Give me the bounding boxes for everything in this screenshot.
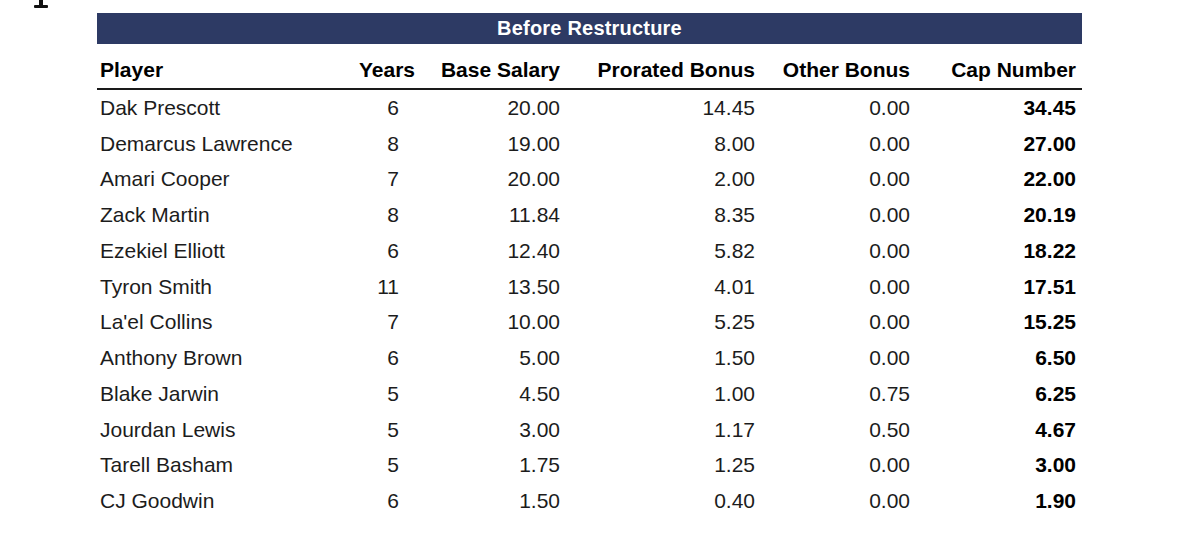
- table-row: CJ Goodwin 6 1.50 0.40 0.00 1.90: [97, 483, 1082, 519]
- cap-number-cell: 4.67: [912, 412, 1082, 448]
- prorated-bonus-cell: 5.25: [562, 305, 757, 341]
- other-bonus-cell: 0.75: [757, 376, 912, 412]
- other-bonus-cell: 0.00: [757, 483, 912, 519]
- table-row: Ezekiel Elliott 6 12.40 5.82 0.00 18.22: [97, 233, 1082, 269]
- table-row: Blake Jarwin 5 4.50 1.00 0.75 6.25: [97, 376, 1082, 412]
- prorated-bonus-cell: 1.00: [562, 376, 757, 412]
- years-cell: 7: [337, 162, 417, 198]
- base-salary-cell: 10.00: [417, 305, 562, 341]
- player-name-cell: CJ Goodwin: [97, 483, 337, 519]
- base-salary-cell: 1.75: [417, 448, 562, 484]
- player-name-cell: Zack Martin: [97, 197, 337, 233]
- table-row: Tyron Smith 11 13.50 4.01 0.00 17.51: [97, 269, 1082, 305]
- player-name-cell: Tarell Basham: [97, 448, 337, 484]
- base-salary-cell: 20.00: [417, 89, 562, 126]
- base-salary-cell: 13.50: [417, 269, 562, 305]
- prorated-bonus-cell: 14.45: [562, 89, 757, 126]
- base-salary-cell: 19.00: [417, 126, 562, 162]
- cap-number-cell: 18.22: [912, 233, 1082, 269]
- table-row: Dak Prescott 6 20.00 14.45 0.00 34.45: [97, 89, 1082, 126]
- table-row: Demarcus Lawrence 8 19.00 8.00 0.00 27.0…: [97, 126, 1082, 162]
- cap-number-cell: 34.45: [912, 89, 1082, 126]
- years-cell: 5: [337, 412, 417, 448]
- table-title-bar: Before Restructure: [97, 13, 1082, 44]
- table-row: Amari Cooper 7 20.00 2.00 0.00 22.00: [97, 162, 1082, 198]
- prorated-bonus-cell: 2.00: [562, 162, 757, 198]
- column-header-base-salary: Base Salary: [417, 44, 562, 89]
- base-salary-cell: 12.40: [417, 233, 562, 269]
- cap-number-cell: 1.90: [912, 483, 1082, 519]
- other-bonus-cell: 0.50: [757, 412, 912, 448]
- other-bonus-cell: 0.00: [757, 162, 912, 198]
- glyph-serif-foot: [34, 5, 48, 8]
- other-bonus-cell: 0.00: [757, 448, 912, 484]
- years-cell: 6: [337, 89, 417, 126]
- header-row: Player Years Base Salary Prorated Bonus …: [97, 44, 1082, 89]
- table-row: Zack Martin 8 11.84 8.35 0.00 20.19: [97, 197, 1082, 233]
- player-name-cell: Jourdan Lewis: [97, 412, 337, 448]
- cap-number-cell: 3.00: [912, 448, 1082, 484]
- years-cell: 5: [337, 448, 417, 484]
- base-salary-cell: 3.00: [417, 412, 562, 448]
- other-bonus-cell: 0.00: [757, 340, 912, 376]
- base-salary-cell: 11.84: [417, 197, 562, 233]
- column-header-years: Years: [337, 44, 417, 89]
- base-salary-cell: 1.50: [417, 483, 562, 519]
- player-name-cell: Dak Prescott: [97, 89, 337, 126]
- prorated-bonus-cell: 1.25: [562, 448, 757, 484]
- before-restructure-table-card: Before Restructure Player Years Base Sal…: [97, 13, 1082, 519]
- years-cell: 11: [337, 269, 417, 305]
- player-name-cell: Anthony Brown: [97, 340, 337, 376]
- base-salary-cell: 4.50: [417, 376, 562, 412]
- table-row: Jourdan Lewis 5 3.00 1.17 0.50 4.67: [97, 412, 1082, 448]
- column-header-other-bonus: Other Bonus: [757, 44, 912, 89]
- years-cell: 5: [337, 376, 417, 412]
- years-cell: 8: [337, 197, 417, 233]
- player-name-cell: Amari Cooper: [97, 162, 337, 198]
- player-name-cell: Ezekiel Elliott: [97, 233, 337, 269]
- player-name-cell: La'el Collins: [97, 305, 337, 341]
- other-bonus-cell: 0.00: [757, 269, 912, 305]
- column-header-player: Player: [97, 44, 337, 89]
- years-cell: 8: [337, 126, 417, 162]
- years-cell: 6: [337, 340, 417, 376]
- cap-number-cell: 17.51: [912, 269, 1082, 305]
- base-salary-cell: 20.00: [417, 162, 562, 198]
- other-bonus-cell: 0.00: [757, 197, 912, 233]
- table-row: Tarell Basham 5 1.75 1.25 0.00 3.00: [97, 448, 1082, 484]
- table-body: Dak Prescott 6 20.00 14.45 0.00 34.45 De…: [97, 89, 1082, 519]
- prorated-bonus-cell: 1.50: [562, 340, 757, 376]
- years-cell: 7: [337, 305, 417, 341]
- cap-number-cell: 15.25: [912, 305, 1082, 341]
- prorated-bonus-cell: 8.00: [562, 126, 757, 162]
- prorated-bonus-cell: 0.40: [562, 483, 757, 519]
- years-cell: 6: [337, 483, 417, 519]
- prorated-bonus-cell: 4.01: [562, 269, 757, 305]
- years-cell: 6: [337, 233, 417, 269]
- cap-number-cell: 27.00: [912, 126, 1082, 162]
- cropped-text-fragment: [34, 0, 48, 8]
- other-bonus-cell: 0.00: [757, 233, 912, 269]
- table-title: Before Restructure: [497, 17, 682, 40]
- column-header-prorated-bonus: Prorated Bonus: [562, 44, 757, 89]
- prorated-bonus-cell: 1.17: [562, 412, 757, 448]
- other-bonus-cell: 0.00: [757, 305, 912, 341]
- column-header-cap-number: Cap Number: [912, 44, 1082, 89]
- player-name-cell: Demarcus Lawrence: [97, 126, 337, 162]
- table-row: La'el Collins 7 10.00 5.25 0.00 15.25: [97, 305, 1082, 341]
- base-salary-cell: 5.00: [417, 340, 562, 376]
- table-row: Anthony Brown 6 5.00 1.50 0.00 6.50: [97, 340, 1082, 376]
- cap-number-cell: 22.00: [912, 162, 1082, 198]
- prorated-bonus-cell: 8.35: [562, 197, 757, 233]
- cap-number-cell: 6.25: [912, 376, 1082, 412]
- cap-number-cell: 6.50: [912, 340, 1082, 376]
- salary-table: Player Years Base Salary Prorated Bonus …: [97, 44, 1082, 519]
- player-name-cell: Tyron Smith: [97, 269, 337, 305]
- cap-number-cell: 20.19: [912, 197, 1082, 233]
- prorated-bonus-cell: 5.82: [562, 233, 757, 269]
- player-name-cell: Blake Jarwin: [97, 376, 337, 412]
- page: Before Restructure Player Years Base Sal…: [0, 0, 1200, 534]
- other-bonus-cell: 0.00: [757, 89, 912, 126]
- other-bonus-cell: 0.00: [757, 126, 912, 162]
